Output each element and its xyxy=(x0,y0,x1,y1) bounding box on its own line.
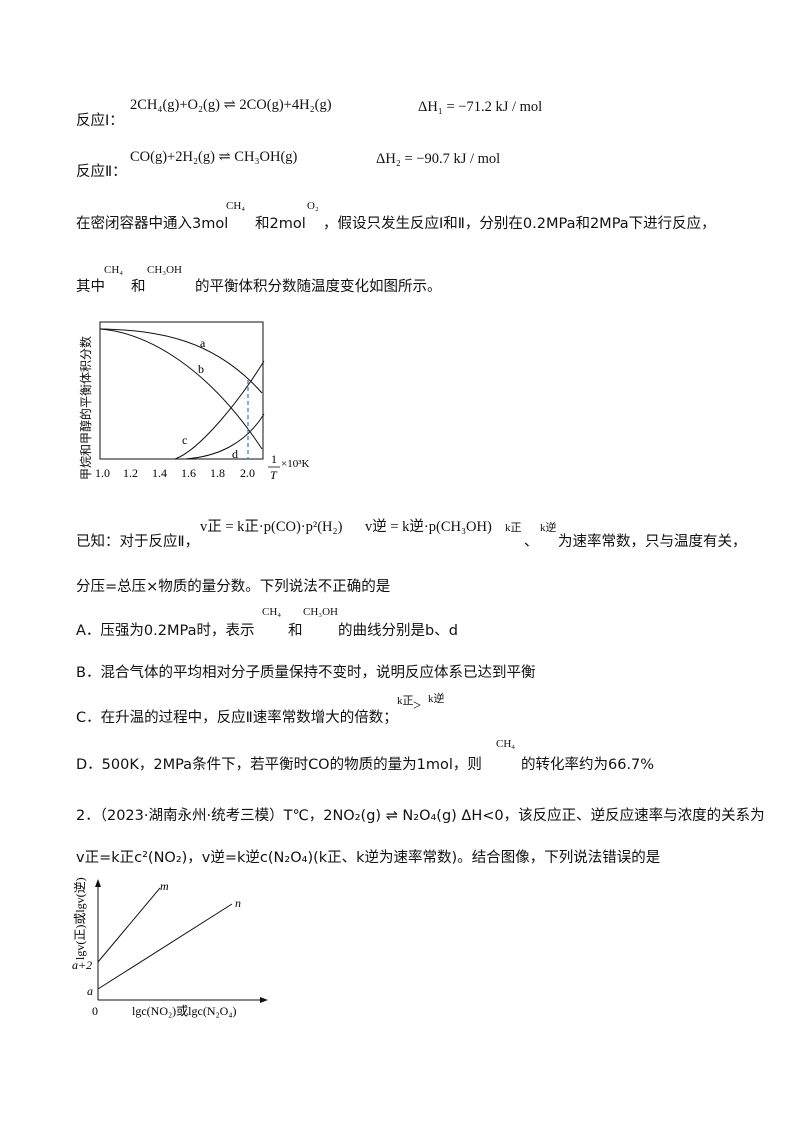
intro-text-1b: 和2mol xyxy=(255,216,306,232)
curve-b xyxy=(99,328,263,450)
chart2-xlabel: lgc(NO₂)或lgc(N₂O₄) xyxy=(132,1004,237,1018)
curve-label-d: d xyxy=(232,447,238,461)
reaction-1-label: 反应Ⅰ： xyxy=(76,113,124,129)
reaction-1-enthalpy: ΔH₁ = −71.2 kJ / mol xyxy=(418,99,543,115)
curve-label-c: c xyxy=(182,433,187,447)
tick-label-1-6: 1.6 xyxy=(181,466,196,480)
option-c-text: C．在升温的过程中，反应Ⅱ速率常数增大的倍数； xyxy=(76,710,398,726)
question-2-line-1: 2．（2023·湖南永州·统考三模）T℃，2NO₂(g) ⇌ N₂O₄(g) Δ… xyxy=(76,808,765,824)
intro-text-1c: ，假设只发生反应Ⅰ和Ⅱ，分别在0.2MPa和2MPa下进行反应， xyxy=(323,216,716,232)
reaction-2-label: 反应Ⅱ： xyxy=(76,164,127,180)
curve-label-a: a xyxy=(200,336,206,350)
chart1-frame xyxy=(99,321,264,460)
chart2-x-arrow xyxy=(260,997,268,1003)
forward-rate-expression: v正 = k正·p(CO)·p²(H₂) xyxy=(200,519,343,535)
curve-a xyxy=(99,328,263,394)
reaction-1-equation: 2CH₄(g)+O₂(g) ⇌ 2CO(g)+4H₂(g) xyxy=(130,97,332,113)
question-2-line-2: v正=k正c²(NO₂)，v逆=k逆c(N₂O₄)(k正、k逆为速率常数)。结合… xyxy=(76,850,661,866)
option-c-greater-than: > xyxy=(413,698,422,714)
chart1-xlabel-numerator: 1 xyxy=(271,452,277,466)
known-prefix: 已知：对于反应Ⅱ， xyxy=(76,534,200,550)
option-a-text-1: A．压强为0.2MPa时，表示 xyxy=(76,623,255,639)
known-separator: 、 xyxy=(524,534,539,550)
curve-label-b: b xyxy=(198,362,204,376)
k-reverse-symbol: k逆 xyxy=(540,522,557,534)
intro-o2-formula: O₂ xyxy=(307,200,319,212)
tick-label-1-2: 1.2 xyxy=(123,466,138,480)
option-a-text-3: 的曲线分别是b、d xyxy=(338,623,458,639)
rate-concentration-chart: m n lgv(正)或lgv(逆) a+2 a 0 lgc(NO₂)或lgc(N… xyxy=(72,877,268,1018)
intro-ch4-formula-2: CH₄ xyxy=(104,264,124,276)
option-a-text-2: 和 xyxy=(288,623,303,639)
reaction-2-enthalpy: ΔH₂ = −90.7 kJ / mol xyxy=(376,151,501,167)
intro-text-2a: 其中 xyxy=(76,279,105,295)
tick-label-2-0: 2.0 xyxy=(240,466,255,480)
known-line-2: 分压=总压×物质的量分数。下列说法不正确的是 xyxy=(76,579,391,595)
intro-ch4-formula: CH₄ xyxy=(226,200,246,212)
option-c-k-forward: k正 xyxy=(397,695,414,707)
intro-ch3oh-formula: CH₃OH xyxy=(147,264,183,276)
k-forward-symbol: k正 xyxy=(505,522,522,534)
chart2-y-arrow xyxy=(95,879,101,887)
tick-label-1-4: 1.4 xyxy=(152,466,167,480)
option-c-k-reverse: k逆 xyxy=(428,693,445,705)
intro-text-2b: 和 xyxy=(131,279,146,295)
line-m-label: m xyxy=(160,879,169,893)
option-a-ch3oh: CH₃OH xyxy=(303,606,339,618)
line-n xyxy=(97,903,233,990)
chart1-ylabel: 甲烷和甲醇的平衡体积分数 xyxy=(78,336,93,480)
option-d-text-1: D．500K，2MPa条件下，若平衡时CO的物质的量为1mol，则 xyxy=(76,757,482,773)
curve-d xyxy=(184,413,265,460)
line-n-label: n xyxy=(235,896,241,910)
tick-a: a xyxy=(87,984,93,998)
reaction-2-equation: CO(g)+2H₂(g) ⇌ CH₃OH(g) xyxy=(130,149,298,165)
option-d-text-2: 的转化率约为66.7% xyxy=(521,757,655,773)
chart2-ylabel: lgv(正)或lgv(逆) xyxy=(72,877,87,960)
line-m xyxy=(97,887,161,963)
option-d-ch4: CH₄ xyxy=(496,738,516,750)
intro-text-2c: 的平衡体积分数随温度变化如图所示。 xyxy=(195,279,442,295)
chart1-xlabel-unit: ×10³K xyxy=(281,458,310,470)
chart2-origin: 0 xyxy=(92,1004,98,1018)
known-suffix: 为速率常数，只与温度有关， xyxy=(558,534,747,550)
tick-label-1-8: 1.8 xyxy=(210,466,225,480)
intro-text-1a: 在密闭容器中通入3mol xyxy=(76,216,229,232)
chart1-xlabel-denominator: T xyxy=(270,468,278,482)
tick-label-1-0: 1.0 xyxy=(95,466,110,480)
curve-c xyxy=(174,360,265,460)
option-a-ch4: CH₄ xyxy=(262,606,282,618)
equilibrium-fraction-chart: 甲烷和甲醇的平衡体积分数 a b c d 1.0 1.2 1.4 1.6 1.8… xyxy=(78,321,310,482)
tick-a-plus-2: a+2 xyxy=(72,958,92,972)
reverse-rate-expression: v逆 = k逆·p(CH₃OH) xyxy=(365,519,492,535)
chart1-x-ticks: 1.0 1.2 1.4 1.6 1.8 2.0 xyxy=(95,466,255,480)
option-b-text: B．混合气体的平均相对分子质量保持不变时，说明反应体系已达到平衡 xyxy=(76,665,536,681)
